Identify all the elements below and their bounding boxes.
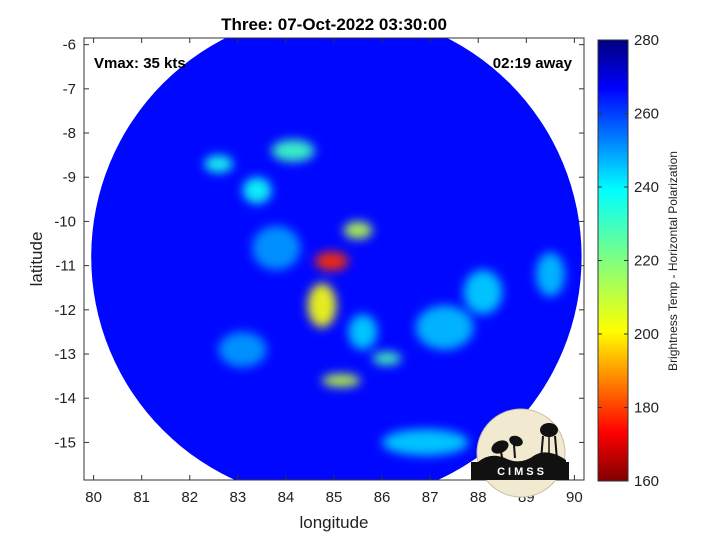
x-tick-label: 82: [181, 489, 198, 506]
x-tick-label: 83: [230, 489, 247, 506]
y-tick-label: -14: [54, 390, 76, 407]
y-tick-label: -13: [54, 346, 76, 363]
feature-1: [252, 225, 301, 271]
colorbar-tick-label: 260: [634, 106, 659, 123]
x-tick-label: 80: [85, 489, 102, 506]
colorbar-tick-label: 280: [634, 32, 659, 49]
colorbar-label: Brightness Temp - Horizontal Polarizatio…: [666, 151, 680, 371]
feature-14: [314, 251, 349, 271]
y-tick-label: -9: [63, 169, 76, 186]
y-tick-label: -15: [54, 434, 76, 451]
colorbar: [597, 39, 629, 482]
feature-11: [343, 221, 373, 240]
y-axis-label: latitude: [27, 232, 46, 287]
feature-2: [415, 305, 474, 350]
feature-7: [242, 177, 272, 204]
vmax-annotation: Vmax: 35 kts: [94, 55, 186, 72]
feature-4: [348, 314, 378, 350]
colorbar-ticks: 160 180 200 220 240 260 280: [598, 32, 659, 490]
y-tick-label: -12: [54, 302, 76, 319]
feature-0: [218, 331, 267, 368]
y-tick-label: -11: [55, 258, 76, 275]
x-tick-label: 86: [374, 489, 391, 506]
feature-6: [382, 429, 469, 456]
y-tick-label: -6: [63, 37, 76, 54]
data-layer: [91, 38, 582, 480]
chart-title: Three: 07-Oct-2022 03:30:00: [221, 15, 447, 34]
y-tick-label: -10: [54, 213, 76, 230]
feature-9: [271, 139, 315, 162]
x-axis-label: longitude: [299, 513, 368, 532]
x-tick-label: 81: [133, 489, 150, 506]
x-tick-label: 84: [278, 489, 295, 506]
y-ticks: -6 -7 -8 -9 -10 -11 -12 -13 -14 -15: [54, 37, 584, 451]
feature-8: [204, 155, 234, 173]
feature-13: [307, 283, 337, 328]
x-tick-label: 90: [566, 489, 583, 506]
time-away-annotation: 02:19 away: [493, 55, 573, 72]
x-tick-label: 87: [422, 489, 439, 506]
colorbar-tick-label: 240: [634, 179, 659, 196]
colorbar-tick-label: 160: [634, 473, 659, 490]
feature-10: [372, 351, 402, 366]
features-layer: [204, 139, 565, 456]
x-tick-label: 88: [470, 489, 487, 506]
y-tick-label: -8: [63, 125, 76, 142]
feature-12: [321, 373, 361, 388]
feature-3: [535, 252, 565, 297]
feature-5: [463, 270, 503, 315]
colorbar-tick-label: 200: [634, 326, 659, 343]
x-tick-label: 85: [326, 489, 343, 506]
logo-text: CIMSS: [497, 466, 547, 478]
colorbar-tick-label: 180: [634, 400, 659, 417]
x-ticks: 80 81 82 83 84 85 86 87 88 89 90: [85, 38, 583, 506]
y-tick-label: -7: [63, 81, 76, 98]
cimss-logo: CIMSS: [471, 408, 569, 498]
colorbar-tick-label: 220: [634, 253, 659, 270]
